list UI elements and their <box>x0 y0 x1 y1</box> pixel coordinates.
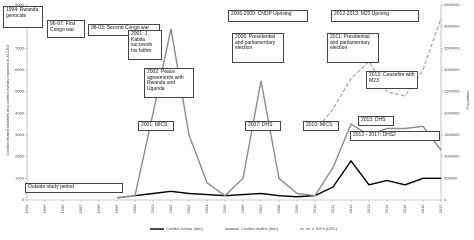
y-tick-label: 5000 <box>15 89 25 94</box>
x-tick-label: 2014 <box>384 204 389 214</box>
x-tick-label: 2009 <box>294 204 299 214</box>
legend-item: IDPs (DRC) <box>300 226 338 231</box>
legend-label: IDPs (DRC) <box>316 226 338 231</box>
x-tick-label: 2013 <box>366 204 371 214</box>
y2-tick-label: 0 <box>444 197 447 202</box>
annotation: 2006-2009: CNDP Uprising <box>228 10 308 22</box>
annotation: 2007: DHS <box>245 121 281 131</box>
annotation: 2010: MICS <box>303 121 339 131</box>
y2-tick-label: 2500000 <box>444 89 460 94</box>
y-tick-label: 6000 <box>15 67 25 72</box>
y-tick-label: 4000 <box>15 110 25 115</box>
y2-tick-label: 500000 <box>444 175 458 180</box>
y2-tick-label: 3000000 <box>444 67 460 72</box>
x-tick-label: 2005 <box>222 204 227 214</box>
y2-tick-label: 4000000 <box>444 24 460 29</box>
x-tick-label: 1995 <box>42 204 47 214</box>
annotation: 2013: Ceasefire with M23 <box>366 71 418 89</box>
x-tick-label: 2008 <box>276 204 281 214</box>
annotation: 2006: Presidential and parliamentary ele… <box>232 33 284 63</box>
x-tick-label: 1994 <box>24 204 29 214</box>
annotation: 2013: DHS <box>358 116 394 126</box>
x-tick-label: 2011 <box>330 204 335 213</box>
y2-tick-label: 4500000 <box>444 2 460 7</box>
y2-tick-label: 1000000 <box>444 154 460 159</box>
y-axis-label: Conflict related fatalities and conflict… <box>5 44 10 155</box>
x-tick-label: 2010 <box>312 204 317 214</box>
y-tick-label: 0 <box>22 197 25 202</box>
x-tick-label: 1999 <box>114 204 119 214</box>
series-line <box>116 159 441 199</box>
annotation: 1994: Rwanda genocide <box>3 6 43 28</box>
annotation: 96-97: First Congo war <box>47 20 85 38</box>
series-line <box>314 17 442 132</box>
x-tick-label: 2001 <box>150 204 155 214</box>
y2-axis-label: Population <box>465 91 470 110</box>
x-tick-label: 2004 <box>204 204 209 214</box>
annotation: 2012-2013: M23 Uprsing <box>331 10 419 22</box>
x-tick-label: 1996 <box>60 204 65 214</box>
y-tick-label: 9000 <box>15 2 25 7</box>
y2-tick-label: 3500000 <box>444 45 460 50</box>
y-tick-label: 7000 <box>15 45 25 50</box>
annotation: 2011: Presidential and parliamentary ele… <box>327 33 379 63</box>
annotation: Outside study period <box>25 183 123 193</box>
x-tick-label: 2012 <box>348 204 353 214</box>
x-tick-label: 1997 <box>78 204 83 214</box>
legend-item: Conflict events (Ituri) <box>150 226 203 231</box>
x-tick-label: 2002 <box>168 204 173 214</box>
legend-label: Conflict deaths (Ituri) <box>241 226 279 231</box>
x-tick-label: 2017 <box>438 204 443 214</box>
y2-tick-label: 1500000 <box>444 132 460 137</box>
x-tick-label: 2006 <box>240 204 245 214</box>
x-tick-label: 2000 <box>132 204 137 214</box>
legend-label: Conflict events (Ituri) <box>166 226 203 231</box>
annotation: 2012 - 2017: DHS2 <box>350 131 440 141</box>
x-tick-label: 2003 <box>186 204 191 214</box>
y-tick-label: 3000 <box>15 132 25 137</box>
annotation: 2002: Peace agreements with Rwanda and U… <box>144 68 194 98</box>
legend-item: Conflict deaths (Ituri) <box>225 226 279 231</box>
series-line <box>116 28 442 199</box>
y2-tick-label: 2000000 <box>444 110 460 115</box>
annotation: 2001: MICS <box>138 121 174 131</box>
y-tick-label: 1000 <box>15 175 25 180</box>
annotation: 2001: J. Kabila succeeds his father <box>128 30 162 60</box>
x-tick-label: 2007 <box>258 204 263 214</box>
x-tick-label: 2015 <box>402 204 407 214</box>
x-tick-label: 1998 <box>96 204 101 214</box>
x-tick-label: 2016 <box>420 204 425 214</box>
y-tick-label: 2000 <box>15 154 25 159</box>
